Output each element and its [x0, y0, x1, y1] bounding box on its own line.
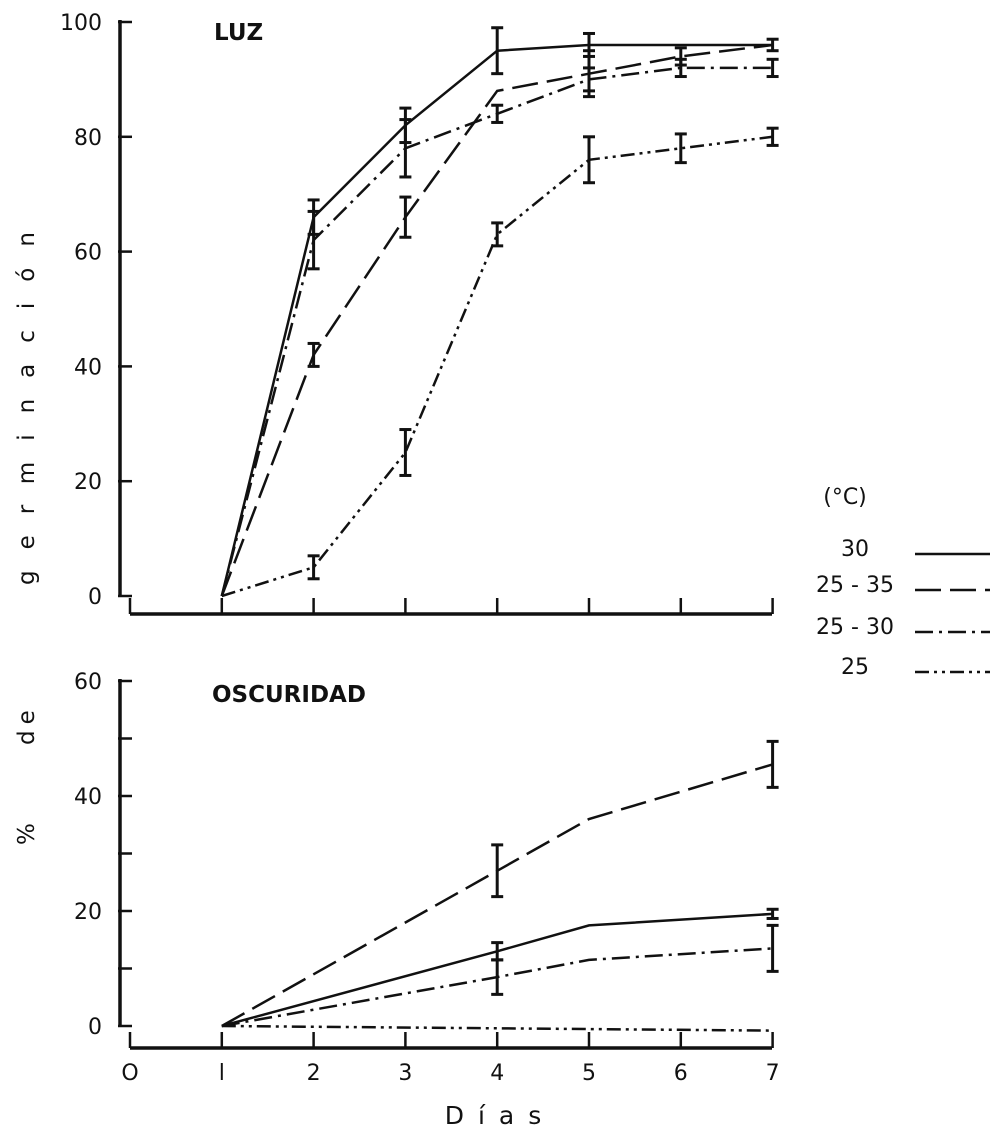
legend-label: 25 — [841, 655, 869, 680]
legend-title: (°C) — [823, 485, 867, 510]
y-tick-label: 100 — [60, 11, 102, 36]
error-bar — [491, 958, 504, 996]
panel-oscuridad: OSCURIDAD 0 20 40 60 O l 2 3 4 5 6 7 — [74, 670, 780, 1086]
y-tick-label: 60 — [74, 670, 102, 695]
legend-label: 25 - 35 — [816, 573, 894, 598]
series-line-2 — [220, 43, 773, 597]
y-tick-label: 40 — [74, 355, 102, 380]
x-tick-label: 3 — [398, 1061, 412, 1086]
error-bar — [307, 554, 320, 581]
series-line-4 — [221, 135, 773, 598]
series-line-2 — [221, 763, 773, 1028]
error-bar — [399, 118, 412, 179]
error-bar — [491, 26, 504, 76]
error-bar — [491, 843, 504, 899]
error-bar — [766, 126, 779, 147]
error-bar — [307, 209, 320, 271]
y-tick-label: 60 — [74, 241, 102, 266]
error-bar — [583, 66, 595, 93]
error-bar — [674, 57, 687, 79]
x-tick-label: 4 — [490, 1061, 504, 1086]
panel-title-luz: LUZ — [214, 20, 263, 46]
error-bar — [583, 135, 595, 185]
legend-label: 25 - 30 — [816, 615, 894, 640]
error-bar — [491, 103, 504, 124]
series-group-oscuridad — [221, 739, 779, 1032]
x-tick-label: 2 — [307, 1061, 321, 1086]
x-tick-label: l — [219, 1061, 225, 1086]
axes-luz: 0 20 40 60 80 100 — [60, 11, 774, 616]
x-tick-label: O — [121, 1061, 138, 1086]
axes-oscuridad: 0 20 40 60 O l 2 3 4 5 6 7 — [74, 670, 780, 1086]
error-bar — [674, 132, 687, 165]
error-bar — [307, 341, 320, 368]
error-bar — [491, 221, 504, 248]
y-axis-label: % de germinación — [14, 211, 40, 845]
x-tick-label: 5 — [582, 1061, 596, 1086]
y-tick-label: 20 — [74, 900, 102, 925]
legend: (°C) 30 25 - 35 25 - 30 25 — [816, 485, 990, 680]
series-line-1 — [220, 43, 773, 597]
y-axis-label-word: de — [14, 704, 40, 745]
y-tick-label: 80 — [74, 126, 102, 151]
x-axis-label: Días — [445, 1101, 556, 1130]
y-axis-label-word: germinación — [14, 211, 40, 585]
x-tick-label: 6 — [674, 1061, 688, 1086]
series-line-3 — [220, 66, 773, 597]
error-bar — [766, 907, 779, 920]
error-bar — [766, 923, 779, 973]
series-group-luz — [220, 26, 779, 598]
series-line-1 — [221, 912, 773, 1028]
error-bar — [766, 57, 779, 79]
panel-luz: LUZ 0 20 40 60 80 100 — [60, 11, 779, 616]
y-axis-label-word: % — [14, 817, 40, 845]
series-line-3 — [221, 947, 773, 1028]
error-bar — [399, 195, 412, 239]
error-bar — [766, 739, 779, 789]
panel-title-oscuridad: OSCURIDAD — [212, 682, 366, 708]
y-tick-label: 0 — [88, 585, 102, 610]
error-bar — [399, 428, 412, 477]
y-tick-label: 20 — [74, 470, 102, 495]
y-tick-label: 0 — [88, 1015, 102, 1040]
x-tick-label: 7 — [766, 1061, 780, 1086]
error-bar — [766, 37, 779, 53]
series-line-4 — [221, 1024, 773, 1032]
y-tick-label: 40 — [74, 785, 102, 810]
legend-label: 30 — [841, 537, 869, 562]
